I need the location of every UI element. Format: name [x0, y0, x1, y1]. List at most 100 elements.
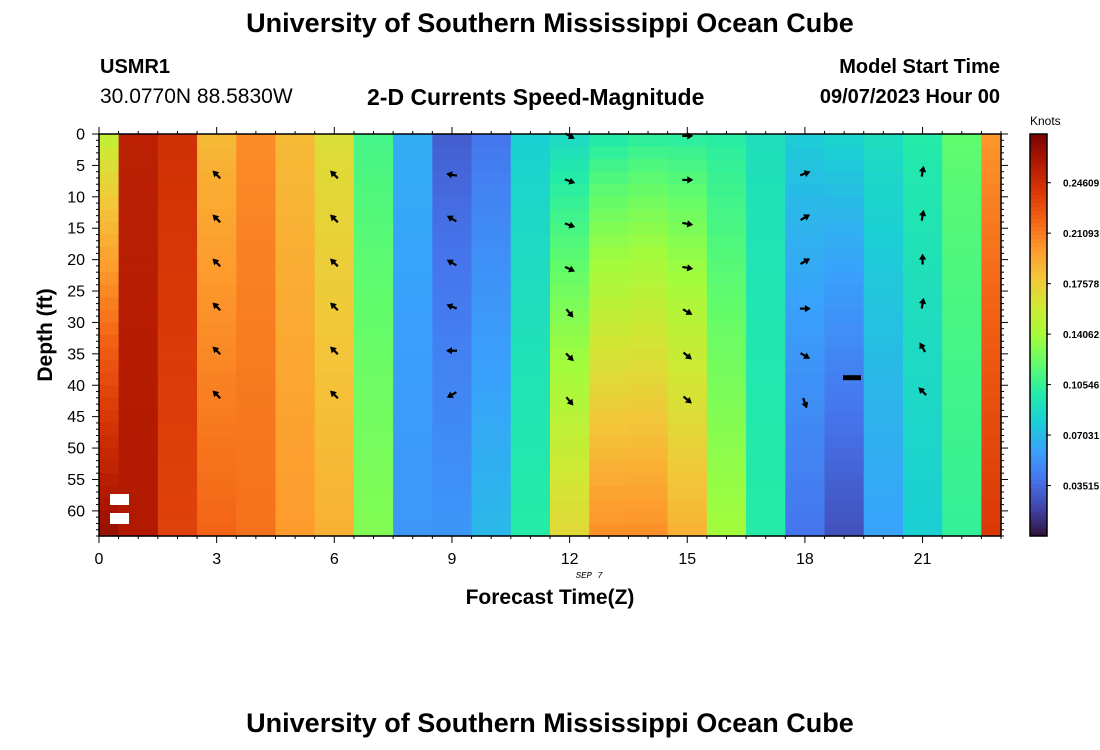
heatmap-cell	[902, 410, 943, 424]
heatmap-cell	[550, 410, 590, 424]
colorbar-label: Knots	[1030, 114, 1061, 128]
heatmap-cell	[157, 460, 198, 474]
heatmap-cell	[746, 234, 786, 248]
heatmap-cell	[589, 385, 630, 399]
heatmap-cell	[902, 435, 943, 449]
heatmap-cell	[942, 485, 982, 499]
heatmap-cell	[942, 234, 982, 248]
heatmap-cell	[981, 184, 1002, 198]
heatmap-cell	[432, 284, 473, 298]
heatmap-cell	[510, 372, 551, 386]
heatmap-cell	[236, 498, 277, 512]
heatmap-cell	[667, 134, 708, 148]
heatmap-cell	[746, 347, 786, 361]
heatmap-cell	[706, 259, 747, 273]
heatmap-cell	[314, 259, 355, 273]
heatmap-cell	[471, 272, 512, 286]
heatmap-cell	[236, 435, 277, 449]
heatmap-cell	[706, 134, 747, 148]
heatmap-cell	[118, 360, 159, 374]
heatmap-cell	[667, 435, 708, 449]
heatmap-cell	[628, 410, 669, 424]
heatmap-cell	[706, 498, 747, 512]
heatmap-cell	[236, 473, 277, 487]
colorbar-segment	[1030, 322, 1047, 328]
heatmap-cell	[550, 309, 590, 324]
heatmap-cell	[667, 284, 708, 298]
heatmap-cell	[746, 498, 786, 512]
y-tick-label: 5	[76, 158, 85, 175]
heatmap-cell	[471, 397, 512, 411]
heatmap-cell	[628, 372, 669, 386]
heatmap-cell	[550, 259, 590, 273]
heatmap-cell	[510, 460, 551, 474]
heatmap-cell	[589, 221, 630, 236]
colorbar-segment	[1030, 519, 1047, 525]
heatmap-cell	[118, 221, 159, 236]
heatmap-cell	[197, 510, 237, 525]
heatmap-cell	[589, 184, 630, 198]
colorbar-segment	[1030, 383, 1047, 388]
heatmap-cell	[785, 284, 826, 298]
heatmap-cell	[706, 385, 747, 399]
heatmap-cell	[314, 460, 355, 474]
current-arrow	[682, 176, 694, 184]
heatmap-cell	[550, 360, 590, 374]
heatmap-cell	[314, 498, 355, 512]
heatmap-cell	[118, 335, 159, 349]
heatmap-cell	[667, 510, 708, 525]
heatmap-cell	[902, 196, 943, 210]
colorbar-segment	[1030, 158, 1047, 163]
footer-title: University of Southern Mississippi Ocean…	[246, 708, 854, 738]
heatmap-cell	[510, 435, 551, 449]
heatmap-cell	[706, 209, 747, 223]
heatmap-cell	[902, 397, 943, 411]
heatmap-cell	[314, 523, 355, 537]
colorbar-segment	[1030, 150, 1047, 155]
heatmap-cell	[667, 247, 708, 261]
heatmap-cell	[863, 159, 904, 173]
y-tick-label: 20	[67, 252, 85, 269]
x-tick-label: 15	[678, 551, 696, 568]
heatmap-cell	[706, 284, 747, 298]
heatmap-cell	[99, 196, 120, 210]
colorbar-segment	[1030, 411, 1047, 416]
heatmap-cell	[628, 510, 669, 525]
heatmap-cell	[902, 134, 943, 148]
colorbar-segment	[1030, 178, 1047, 183]
heatmap-cell	[432, 171, 473, 185]
colorbar-segment	[1030, 407, 1047, 412]
heatmap-cell	[706, 347, 747, 361]
heatmap-cell	[902, 422, 943, 437]
heatmap-cell	[510, 171, 551, 185]
colorbar-segment	[1030, 242, 1047, 248]
heatmap-cell	[746, 448, 786, 462]
colorbar-segment	[1030, 298, 1047, 304]
heatmap-cell	[902, 485, 943, 499]
colorbar-tick-label: 0.07031	[1063, 431, 1100, 442]
heatmap-cell	[981, 422, 1002, 437]
current-arrow	[212, 214, 222, 224]
heatmap-cell	[706, 297, 747, 311]
heatmap-cell	[667, 221, 708, 236]
heatmap-cell	[471, 284, 512, 298]
heatmap-cell	[785, 485, 826, 499]
heatmap-cell	[118, 209, 159, 223]
heatmap-cell	[981, 448, 1002, 462]
heatmap-cell	[510, 184, 551, 198]
heatmap-cell	[432, 360, 473, 374]
heatmap-cell	[432, 259, 473, 273]
y-tick-label: 60	[67, 503, 85, 520]
heatmap-cell	[432, 347, 473, 361]
heatmap-cell	[628, 297, 669, 311]
heatmap-cell	[353, 209, 394, 223]
heatmap-cell	[118, 272, 159, 286]
heatmap-cell	[275, 309, 316, 324]
current-arrow-head	[919, 342, 926, 350]
heatmap-cell	[746, 247, 786, 261]
heatmap-cell	[157, 523, 198, 537]
heatmap-cell	[706, 221, 747, 236]
heatmap-cell	[746, 284, 786, 298]
y-tick-label: 50	[67, 441, 85, 458]
colorbar-segment	[1030, 210, 1047, 215]
